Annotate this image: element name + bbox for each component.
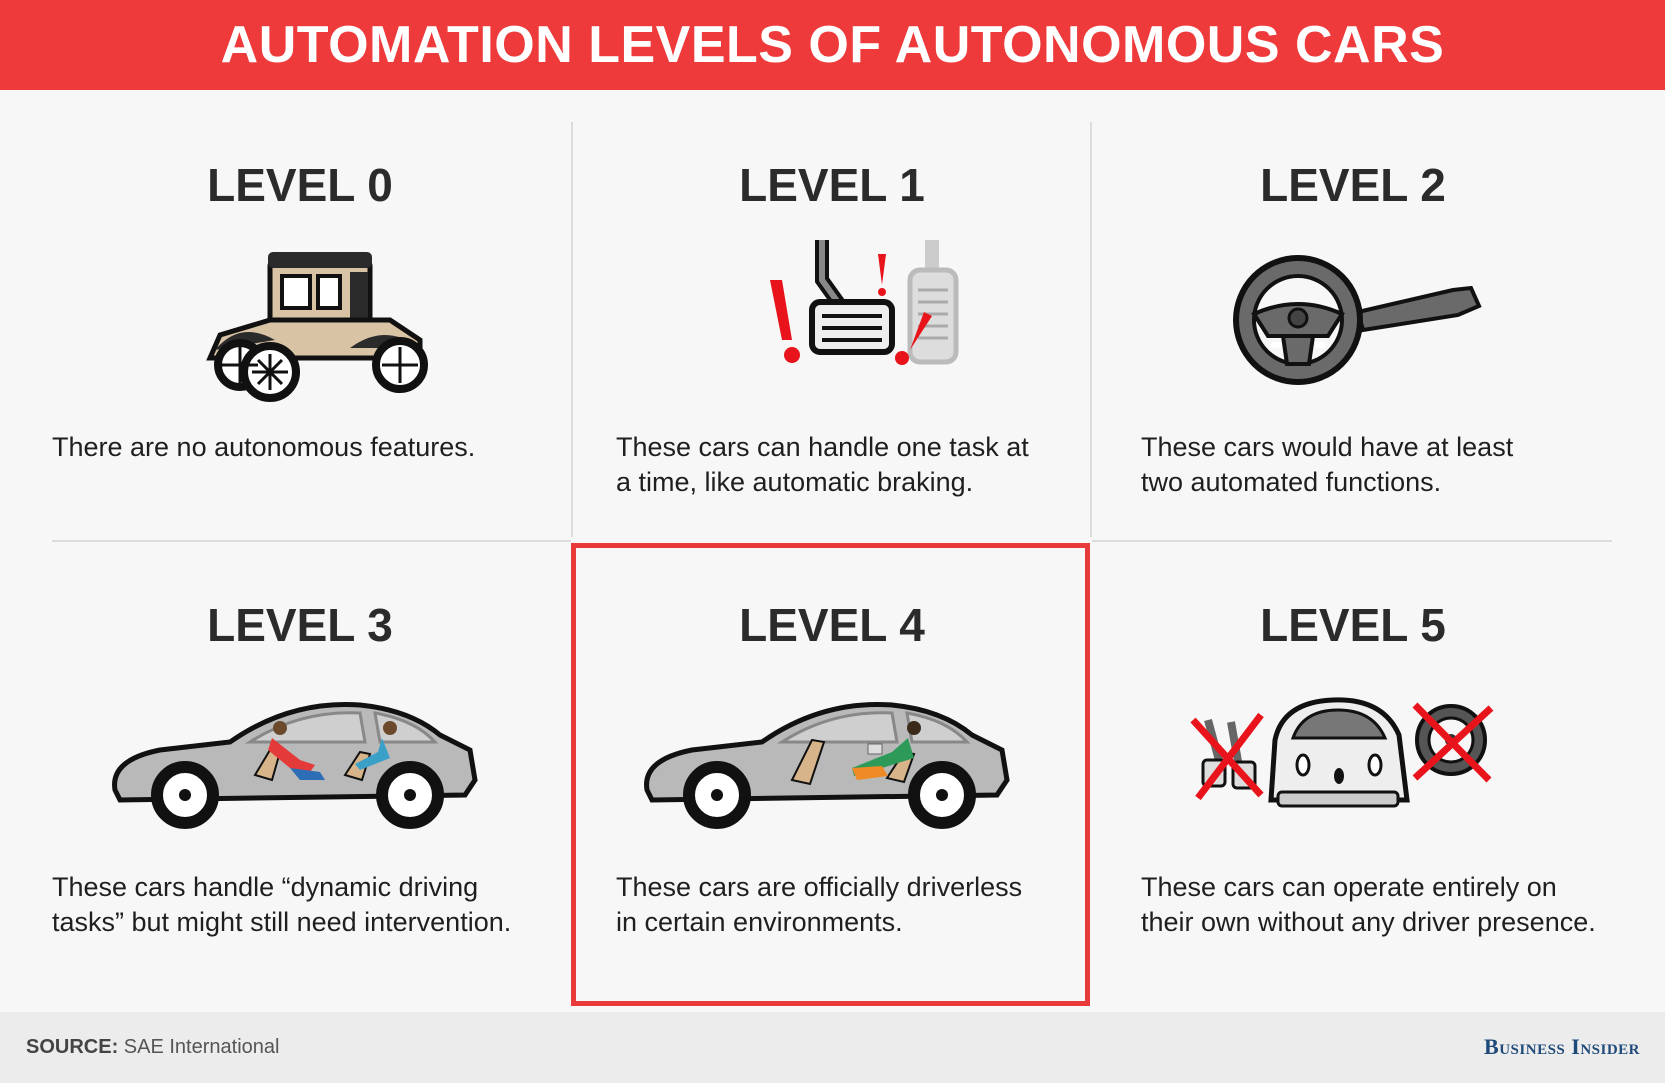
level-4-desc-line-1: These cars are officially driverless <box>616 872 1023 902</box>
level-1-card: LEVEL 1 These cars can handle one task a… <box>572 120 1092 560</box>
pod-car-no-controls-icon <box>1190 697 1494 808</box>
level-2-card: LEVEL 2 These cars would have at least t… <box>1093 120 1613 560</box>
level-4-heading: LEVEL 4 <box>739 599 925 651</box>
level-2-heading: LEVEL 2 <box>1260 159 1446 211</box>
title-banner: AUTOMATION LEVELS OF AUTONOMOUS CARS <box>0 0 1665 90</box>
source-value: SAE International <box>123 1036 280 1058</box>
sedan-passengers-icon <box>112 701 478 829</box>
level-3-desc-line-2: tasks” but might still need intervention… <box>52 907 512 937</box>
level-0-desc-line-1: There are no autonomous features. <box>52 432 476 462</box>
level-0-description: There are no autonomous features. <box>52 430 475 465</box>
level-5-card: LEVEL 5 These cars can operate entirely … <box>1093 560 1613 1000</box>
divider-vertical-2 <box>1090 122 1092 537</box>
level-0-card: LEVEL 0 There are no autonomous features… <box>40 120 560 560</box>
level-3-card: LEVEL 3 These cars handle “dynamic drivi… <box>40 560 560 1000</box>
level-1-desc-line-1: These cars can handle one task at <box>616 432 1029 462</box>
divider-horizontal-right <box>1092 540 1612 542</box>
divider-horizontal-left <box>52 540 571 542</box>
level-4-highlight-box <box>571 543 1090 1006</box>
level-3-heading: LEVEL 3 <box>207 599 393 651</box>
level-3-description: These cars handle “dynamic driving tasks… <box>52 870 511 940</box>
level-4-desc-line-2: in certain environments. <box>616 907 903 937</box>
divider-vertical-1 <box>571 122 573 537</box>
level-2-description: These cars would have at least two autom… <box>1141 430 1513 500</box>
source-label: SOURCE: <box>26 1036 119 1058</box>
vintage-car-icon <box>206 252 428 402</box>
sedan-driverless-icon <box>644 701 1010 829</box>
steering-wheel-icon <box>1233 255 1482 385</box>
level-5-description: These cars can operate entirely on their… <box>1141 870 1596 940</box>
level-2-desc-line-2: two automated functions. <box>1141 467 1442 497</box>
pedals-alert-icon <box>770 240 959 365</box>
level-1-description: These cars can handle one task at a time… <box>616 430 1029 500</box>
level-2-desc-line-1: These cars would have at least <box>1141 432 1514 462</box>
brand-logo: Business Insider <box>1484 1034 1640 1059</box>
source-credit: SOURCE: SAE International <box>26 1036 279 1059</box>
level-5-heading: LEVEL 5 <box>1260 599 1446 651</box>
level-4-card: LEVEL 4 These cars are officially driver… <box>572 560 1092 1000</box>
level-0-heading: LEVEL 0 <box>207 159 393 211</box>
level-1-heading: LEVEL 1 <box>739 159 925 211</box>
level-5-desc-line-2: their own without any driver presence. <box>1141 907 1596 937</box>
level-5-desc-line-1: These cars can operate entirely on <box>1141 872 1557 902</box>
page-title: AUTOMATION LEVELS OF AUTONOMOUS CARS <box>220 16 1445 74</box>
level-3-desc-line-1: These cars handle “dynamic driving <box>52 872 479 902</box>
level-4-description: These cars are officially driverless in … <box>616 870 1022 940</box>
footer: SOURCE: SAE International Business Insid… <box>0 1012 1665 1083</box>
level-1-desc-line-2: a time, like automatic braking. <box>616 467 974 497</box>
